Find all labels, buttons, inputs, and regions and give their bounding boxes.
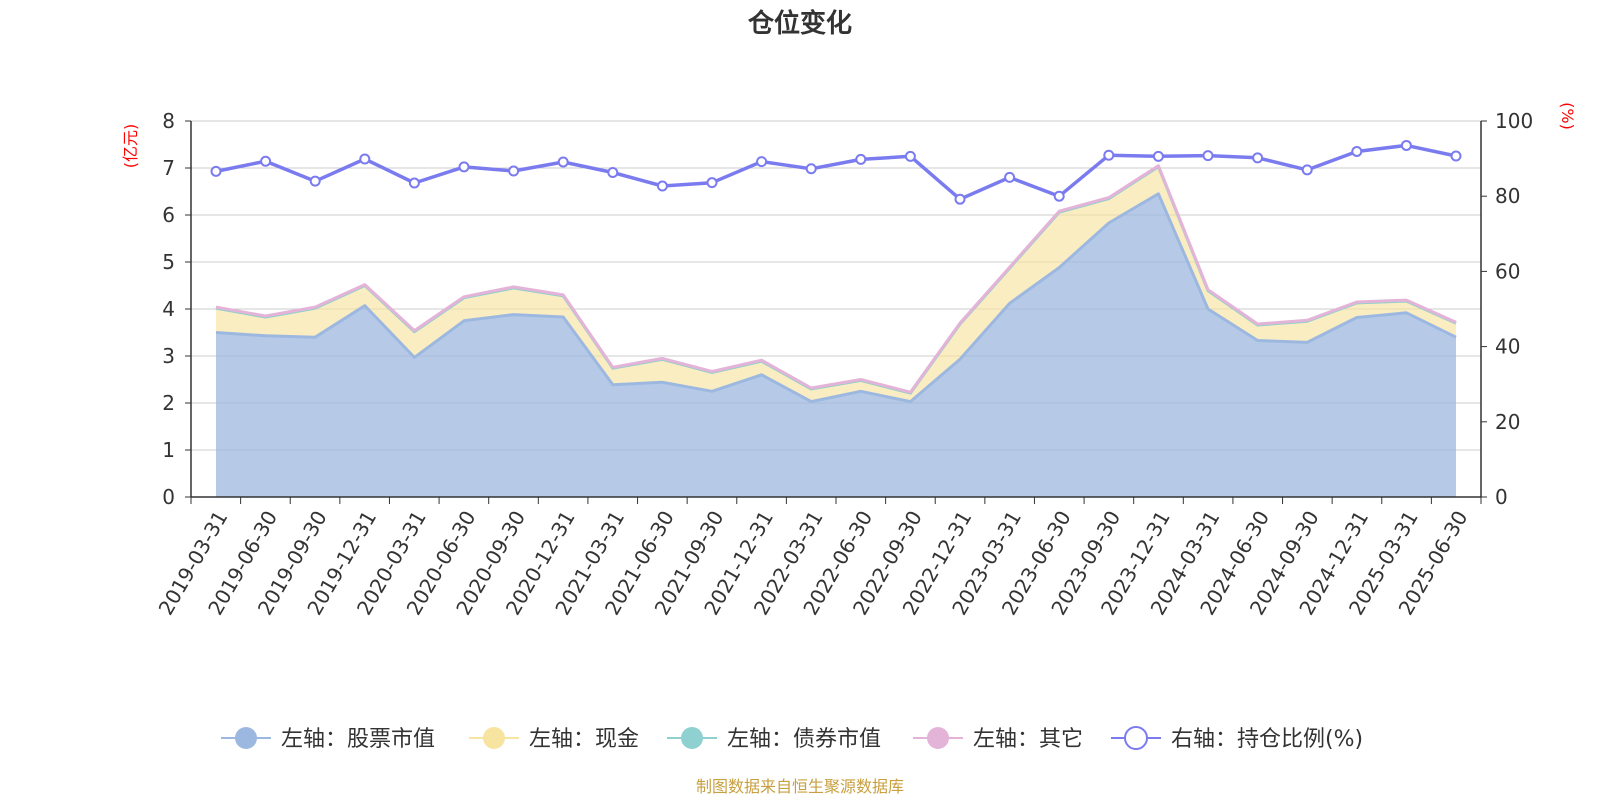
right-axis-tick-label: 80	[1495, 184, 1520, 208]
ratio-point	[805, 163, 817, 175]
area-series	[215, 164, 1457, 498]
ratio-point	[1053, 190, 1065, 202]
ratio-point	[756, 156, 768, 168]
ratio-point	[1004, 171, 1016, 183]
ratio-point	[1450, 150, 1462, 162]
legend-label: 左轴：股票市值	[281, 727, 435, 752]
ratio-point	[904, 150, 916, 162]
left-axis-tick-label: 2	[162, 391, 175, 415]
left-axis-tick-label: 0	[162, 485, 175, 509]
right-axis-tick-label: 40	[1495, 335, 1520, 359]
left-axis-tick-label: 1	[162, 438, 175, 462]
ratio-line-series	[210, 139, 1462, 205]
ratio-point	[557, 156, 569, 168]
ratio-point	[1301, 164, 1313, 176]
left-axis-tick-label: 8	[162, 109, 175, 133]
right-axis-tick-label: 0	[1495, 485, 1508, 509]
legend-marker-icon	[681, 727, 703, 749]
ratio-point	[309, 175, 321, 187]
ratio-point	[408, 177, 420, 189]
legend-label: 左轴：现金	[529, 727, 639, 752]
ratio-point	[1103, 149, 1115, 161]
left-axis-tick-label: 4	[162, 297, 175, 321]
left-axis-tick-label: 3	[162, 344, 175, 368]
legend-label: 左轴：债券市值	[727, 727, 881, 752]
ratio-point	[656, 180, 668, 192]
chart-title: 仓位变化	[747, 8, 852, 39]
legend-marker-icon	[235, 727, 257, 749]
ratio-point	[508, 165, 520, 177]
legend-item-ratio[interactable]: 右轴：持仓比例(%)	[1111, 726, 1363, 752]
ratio-point	[954, 193, 966, 205]
legend-label: 左轴：其它	[973, 727, 1083, 752]
legend-marker-icon	[1124, 726, 1148, 750]
ratio-point	[210, 165, 222, 177]
legend-item-bond[interactable]: 左轴：债券市值	[667, 727, 881, 752]
ratio-point	[855, 153, 867, 165]
legend-label: 右轴：持仓比例(%)	[1171, 727, 1363, 752]
legend[interactable]: 左轴：股票市值 左轴：现金 左轴：债券市值 左轴：其它 右轴：持仓比例(%)	[221, 726, 1363, 752]
ratio-point	[260, 155, 272, 167]
legend-marker-icon	[927, 727, 949, 749]
ratio-point	[1351, 145, 1363, 157]
ratio-point	[706, 177, 718, 189]
right-axis-tick-label: 100	[1495, 109, 1533, 133]
ratio-point	[458, 161, 470, 173]
right-axis-unit: (%)	[1558, 102, 1577, 130]
ratio-point	[1152, 150, 1164, 162]
line-stock	[215, 192, 1457, 404]
area-stock	[216, 193, 1456, 498]
ratio-point	[1252, 152, 1264, 164]
left-axis-tick-label: 6	[162, 203, 175, 227]
right-axis-tick-label: 60	[1495, 259, 1520, 283]
ratio-line	[215, 143, 1457, 201]
left-axis-unit: (亿元)	[121, 124, 140, 169]
right-axis-tick-label: 20	[1495, 410, 1520, 434]
left-axis-tick-label: 5	[162, 250, 175, 274]
left-axis-tick-label: 7	[162, 156, 175, 180]
ratio-point	[607, 167, 619, 179]
data-source-note: 制图数据来自恒生聚源数据库	[696, 777, 904, 796]
legend-marker-icon	[483, 727, 505, 749]
ratio-point	[1400, 139, 1412, 151]
ratio-point	[359, 153, 371, 165]
ratio-point	[1202, 150, 1214, 162]
legend-item-stock[interactable]: 左轴：股票市值	[221, 727, 435, 752]
legend-item-cash[interactable]: 左轴：现金	[469, 727, 639, 752]
legend-item-other[interactable]: 左轴：其它	[913, 727, 1083, 752]
line-other	[215, 164, 1457, 394]
